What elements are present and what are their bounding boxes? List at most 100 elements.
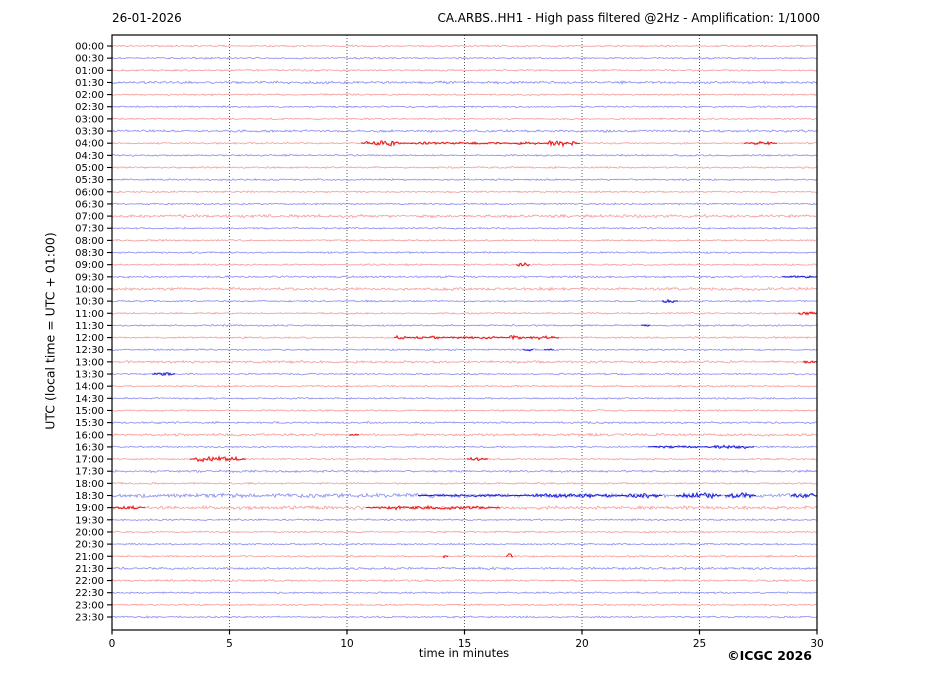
y-tick-label: 16:30: [75, 442, 104, 453]
seismic-event-trace: [393, 334, 409, 340]
seismic-trace-row: [111, 80, 818, 85]
seismic-trace-row: [111, 68, 818, 72]
seismic-trace-row: [111, 384, 817, 388]
y-tick-label: 10:00: [75, 284, 104, 295]
y-tick-label: 03:30: [75, 127, 104, 138]
seismic-event-trace: [647, 444, 704, 449]
seismic-event-trace: [797, 311, 818, 316]
seismic-trace-row: [111, 591, 818, 595]
y-tick-label: 20:00: [75, 527, 104, 538]
y-tick-label: 06:30: [75, 199, 104, 210]
seismic-trace-row: [111, 372, 818, 376]
copyright-credit: ©ICGC 2026: [727, 648, 812, 663]
seismic-event-trace: [543, 348, 555, 351]
x-tick-label: 0: [109, 638, 116, 650]
y-tick-label: 17:30: [75, 467, 104, 478]
seismic-event-trace: [408, 335, 428, 340]
y-tick-label: 14:30: [75, 394, 104, 405]
seismic-trace-row: [111, 250, 817, 255]
y-tick-label: 00:30: [75, 54, 104, 65]
y-tick-label: 21:30: [75, 564, 104, 575]
seismic-event-trace: [526, 334, 560, 341]
y-tick-label: 23:30: [75, 613, 104, 624]
seismic-trace-row: [111, 432, 818, 437]
x-axis-label: time in minutes: [418, 646, 510, 660]
seismic-event-trace: [640, 324, 651, 327]
seismic-event-trace: [703, 444, 755, 450]
seismic-trace-row: [111, 56, 818, 60]
y-tick-label: 04:00: [75, 139, 104, 150]
seismic-event-trace: [513, 141, 544, 146]
seismic-trace-row: [112, 105, 818, 109]
seismic-trace-row: [111, 213, 818, 219]
y-tick-label: 15:30: [75, 418, 104, 429]
x-tick-label: 25: [693, 638, 706, 650]
seismic-trace-row: [111, 117, 818, 121]
seismic-event-trace: [506, 334, 527, 341]
y-tick-label: 19:00: [75, 503, 104, 514]
seismic-trace-row: [111, 554, 818, 558]
seismic-event-trace: [661, 298, 679, 304]
seismic-trace-row: [111, 530, 818, 534]
seismic-event-trace: [675, 491, 722, 500]
seismic-trace-row: [111, 262, 818, 267]
seismic-event-trace: [403, 141, 515, 145]
seismic-trace-row: [111, 469, 818, 474]
y-tick-label: 19:30: [75, 515, 104, 526]
plot-title: CA.ARBS..HH1 - High pass filtered @2Hz -…: [437, 11, 820, 25]
x-tick-label: 20: [575, 638, 588, 650]
y-tick-label: 12:00: [75, 333, 104, 344]
seismic-event-trace: [505, 553, 514, 558]
seismic-trace-row: [111, 165, 818, 170]
y-tick-label: 11:00: [75, 309, 104, 320]
y-tick-label: 07:30: [75, 224, 104, 235]
y-tick-label: 10:30: [75, 297, 104, 308]
y-tick-label: 05:00: [75, 163, 104, 174]
seismic-trace-row: [112, 226, 818, 230]
seismic-event-trace: [348, 433, 360, 436]
seismic-event-trace: [724, 491, 757, 499]
seismic-event-trace: [151, 371, 176, 377]
y-tick-label: 02:00: [75, 90, 104, 101]
y-tick-label: 23:00: [75, 600, 104, 611]
y-tick-label: 02:30: [75, 102, 104, 113]
seismic-trace-row: [111, 275, 818, 279]
seismic-trace-row: [112, 44, 818, 48]
y-tick-label: 18:00: [75, 479, 104, 490]
seismic-event-trace: [442, 555, 449, 559]
y-tick-label: 20:30: [75, 540, 104, 551]
y-tick-label: 15:00: [75, 406, 104, 417]
y-tick-label: 09:00: [75, 260, 104, 271]
seismic-trace-row: [111, 408, 818, 413]
seismic-trace-row: [111, 420, 818, 425]
seismic-event-trace: [111, 504, 146, 510]
seismic-event-trace: [743, 140, 778, 146]
seismic-event-trace: [802, 360, 818, 364]
y-tick-label: 08:30: [75, 248, 104, 259]
seismic-event-trace: [466, 456, 489, 461]
seismic-trace-row: [111, 542, 818, 546]
seismic-trace-row: [111, 178, 818, 182]
seismic-event-trace: [543, 140, 581, 148]
y-tick-label: 06:00: [75, 187, 104, 198]
x-tick-label: 15: [458, 638, 471, 650]
seismic-trace-row: [111, 190, 818, 194]
seismic-trace-row: [111, 153, 818, 157]
seismic-trace-row: [111, 238, 818, 243]
y-tick-label: 21:00: [75, 552, 104, 563]
x-tick-label: 5: [226, 638, 233, 650]
y-tick-label: 13:00: [75, 357, 104, 368]
seismic-trace-row: [112, 359, 818, 365]
y-tick-label: 11:30: [75, 321, 104, 332]
y-tick-label: 08:00: [75, 236, 104, 247]
y-tick-label: 18:30: [75, 491, 104, 502]
seismic-trace-row: [111, 615, 818, 619]
seismic-event-trace: [790, 492, 818, 499]
y-tick-label: 01:00: [75, 66, 104, 77]
x-tick-label: 30: [810, 638, 823, 650]
y-tick-label: 04:30: [75, 151, 104, 162]
seismic-trace-row: [111, 396, 818, 400]
seismic-event-trace: [516, 261, 531, 267]
y-tick-label: 22:00: [75, 576, 104, 587]
